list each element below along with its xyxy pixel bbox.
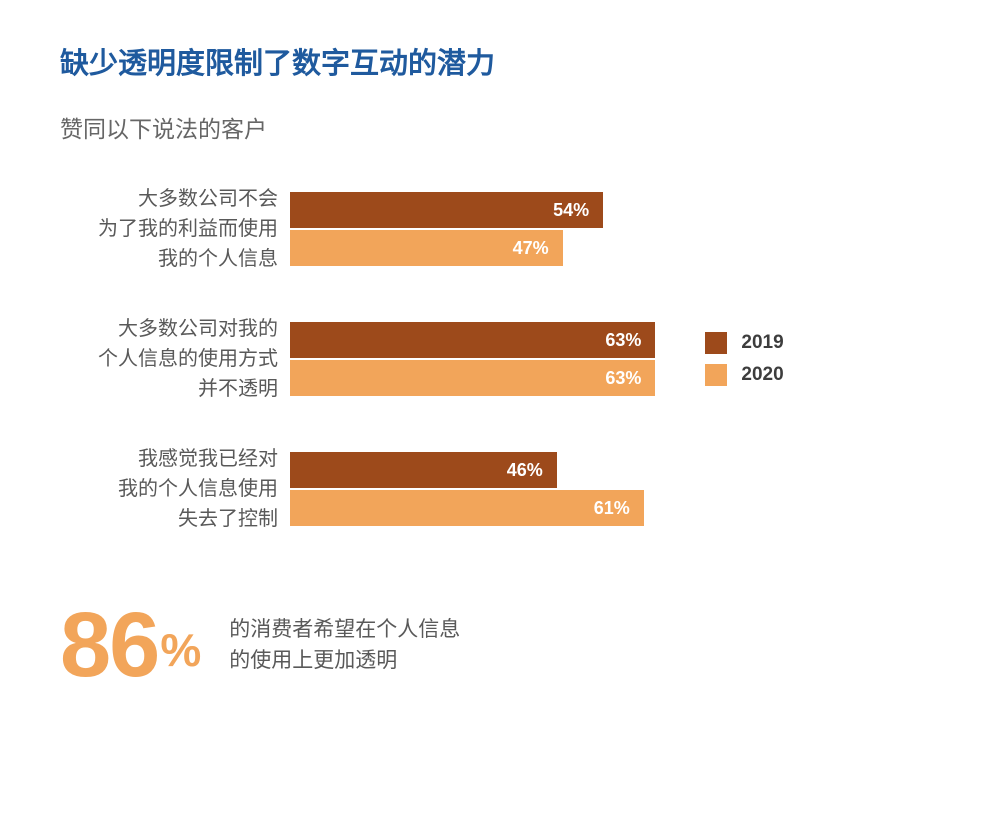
bar-value: 61% — [594, 498, 630, 519]
row-label-line: 个人信息的使用方式 — [60, 344, 278, 374]
bar-value: 63% — [605, 330, 641, 351]
row-label-line: 大多数公司不会 — [60, 184, 278, 214]
legend: 2019 2020 — [705, 332, 783, 396]
row-label-line: 我感觉我已经对 — [60, 444, 278, 474]
legend-label: 2020 — [741, 364, 783, 386]
legend-swatch — [705, 332, 727, 354]
bar: 47% — [290, 230, 563, 266]
bar-value: 47% — [513, 238, 549, 259]
bar: 54% — [290, 192, 603, 228]
footer-text-line: 的使用上更加透明 — [229, 645, 460, 677]
chart-subtitle: 赞同以下说法的客户 — [60, 110, 950, 144]
row-label: 大多数公司对我的个人信息的使用方式并不透明 — [60, 314, 290, 404]
bar-value: 46% — [507, 460, 543, 481]
row-label: 我感觉我已经对我的个人信息使用失去了控制 — [60, 444, 290, 534]
legend-swatch — [705, 364, 727, 386]
footer-number: 86 — [60, 604, 158, 687]
chart-title: 缺少透明度限制了数字互动的潜力 — [60, 40, 950, 82]
legend-label: 2019 — [741, 332, 783, 354]
bars: 46% 61% — [290, 452, 644, 526]
footer-text-line: 的消费者希望在个人信息 — [229, 614, 460, 646]
chart-row-group: 大多数公司对我的个人信息的使用方式并不透明 63% 63% — [60, 314, 655, 404]
footer-percent: % — [160, 623, 201, 677]
bar-wrap: 61% — [290, 490, 644, 526]
row-label-line: 为了我的利益而使用 — [60, 214, 278, 244]
bar: 61% — [290, 490, 644, 526]
bars: 63% 63% — [290, 322, 655, 396]
bar-wrap: 63% — [290, 360, 655, 396]
row-label-line: 我的个人信息使用 — [60, 474, 278, 504]
legend-item: 2019 — [705, 332, 783, 354]
bar-wrap: 63% — [290, 322, 655, 358]
chart-row-group: 大多数公司不会为了我的利益而使用我的个人信息54%47% — [60, 184, 655, 274]
bars: 54%47% — [290, 192, 603, 266]
chart-row-group: 我感觉我已经对我的个人信息使用失去了控制 46% 61% — [60, 444, 655, 534]
row-label-line: 大多数公司对我的 — [60, 314, 278, 344]
row-label-line: 并不透明 — [60, 374, 278, 404]
bar-wrap: 47% — [290, 230, 603, 266]
bar-wrap: 54% — [290, 192, 603, 228]
footer-text: 的消费者希望在个人信息的使用上更加透明 — [229, 614, 460, 677]
bar: 63% — [290, 322, 655, 358]
row-label-line: 失去了控制 — [60, 504, 278, 534]
row-label-line: 我的个人信息 — [60, 244, 278, 274]
legend-item: 2020 — [705, 364, 783, 386]
footer-stat: 86 % 的消费者希望在个人信息的使用上更加透明 — [60, 604, 950, 687]
row-label: 大多数公司不会为了我的利益而使用我的个人信息 — [60, 184, 290, 274]
bar-value: 63% — [605, 368, 641, 389]
bar-value: 54% — [553, 200, 589, 221]
bar: 63% — [290, 360, 655, 396]
chart-area: 大多数公司不会为了我的利益而使用我的个人信息54%47%大多数公司对我的个人信息… — [60, 184, 950, 574]
bar-wrap: 46% — [290, 452, 644, 488]
bar: 46% — [290, 452, 557, 488]
chart-main: 大多数公司不会为了我的利益而使用我的个人信息54%47%大多数公司对我的个人信息… — [60, 184, 655, 574]
